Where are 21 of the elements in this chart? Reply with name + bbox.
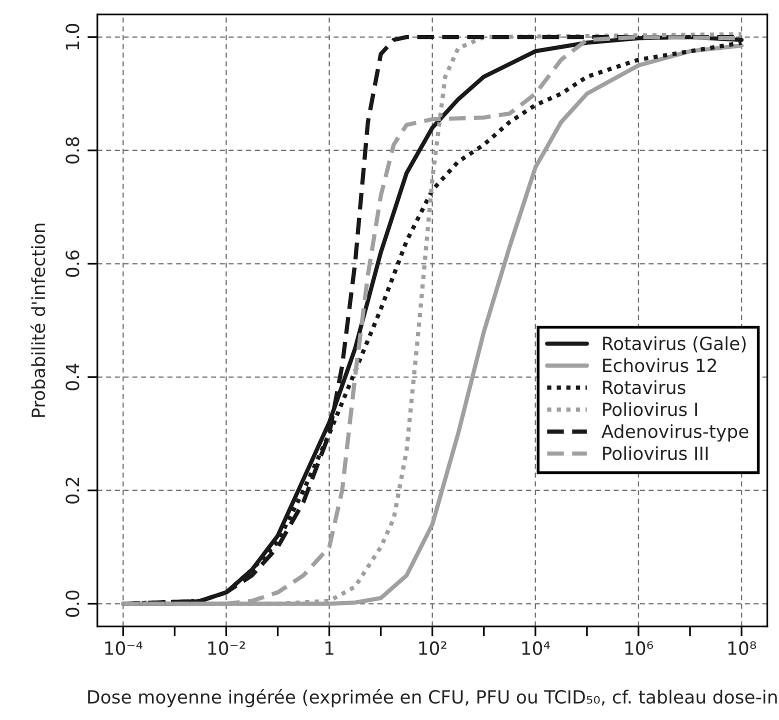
legend-label: Rotavirus (Gale): [603, 336, 746, 352]
y-tick-label: 0.8: [66, 137, 80, 164]
x-tick-label: 10⁻²: [208, 641, 245, 655]
x-tick-label: 1: [326, 642, 334, 655]
x-axis-title: Dose moyenne ingérée (exprimée en CFU, PFU ou TCID₅₀, cf. tableau dose-in: [88, 689, 777, 708]
x-tick-label: 10⁻⁴: [105, 641, 142, 655]
x-tick-label: 10²: [419, 641, 446, 655]
legend-label: Poliovirus I: [603, 402, 697, 416]
legend-label: Rotavirus: [603, 380, 686, 394]
x-tick-label: 10⁸: [728, 641, 756, 655]
y-tick-label: 0.6: [66, 250, 80, 277]
y-tick-label: 0.0: [66, 590, 80, 617]
x-tick-label: 10⁶: [625, 641, 654, 655]
legend-label: Adenovirus-type: [601, 424, 748, 442]
y-tick-label: 0.4: [66, 364, 80, 390]
y-axis-title: Probabilité d'infection: [30, 224, 46, 417]
legend-label: Echovirus 12: [603, 358, 716, 372]
y-tick-label: 1.0: [66, 24, 80, 50]
legend-label: Poliovirus III: [603, 446, 708, 460]
y-tick-label: 0.2: [66, 478, 80, 504]
x-tick-label: 10⁴: [522, 641, 550, 655]
